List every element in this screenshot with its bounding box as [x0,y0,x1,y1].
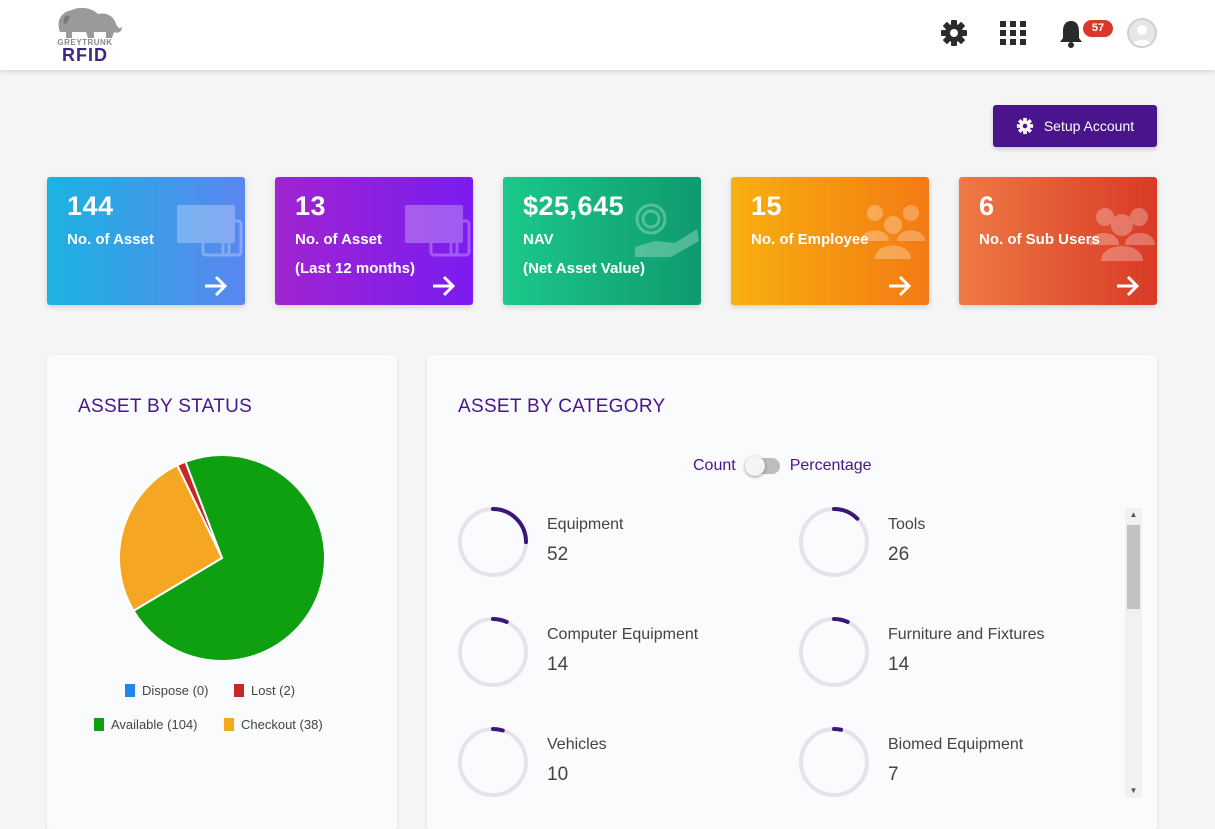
panel-title: ASSET BY STATUS [78,396,253,417]
money-hand-icon [635,203,699,257]
category-count: 14 [888,654,910,675]
category-item-equipment[interactable]: Equipment 52 [457,506,757,586]
avatar[interactable] [1127,18,1157,48]
legend-label: Lost (2) [251,683,296,698]
scroll-down-arrow-icon[interactable]: ▼ [1129,786,1138,795]
category-count: 26 [888,544,910,565]
legend-label: Dispose (0) [142,683,209,698]
card-value: 6 [979,191,995,221]
card-label: NAV [523,231,554,248]
arrow-right-icon[interactable] [1115,275,1141,297]
category-name: Biomed Equipment [888,736,1024,753]
devices-icon [177,205,243,257]
arrow-right-icon[interactable] [203,275,229,297]
status-pie-chart [118,454,326,662]
panel-title: ASSET BY CATEGORY [458,396,666,417]
category-scrollbar[interactable]: ▲ ▼ [1125,508,1142,798]
card-value: 144 [67,191,114,221]
top-bar: GREYTRUNK RFID [0,0,1215,70]
category-name: Vehicles [547,736,607,753]
settings-gear-icon[interactable] [938,17,970,49]
category-count: 14 [547,654,569,675]
sub-users-card[interactable]: 6 No. of Sub Users [959,177,1157,305]
toggle-knob [744,456,765,476]
category-count: 7 [888,764,899,785]
card-value: 15 [751,191,783,221]
pie-slice-available[interactable] [132,454,326,662]
pie-slice-checkout[interactable] [118,463,224,613]
progress-ring [458,727,528,797]
legend-swatch [224,718,234,731]
logo[interactable]: GREYTRUNK RFID [46,4,124,64]
asset-by-status-panel: ASSET BY STATUS Dispose (0) Lost (2) Ava… [47,355,397,829]
category-item-furniture-and-fixtures[interactable]: Furniture and Fixtures 14 [798,616,1098,696]
scroll-up-arrow-icon[interactable]: ▲ [1129,510,1138,519]
legend-swatch [125,684,135,697]
card-value: $25,645 [523,191,625,221]
legend-label: Available (104) [111,717,198,732]
assets-last-12-months-card[interactable]: 13 No. of Asset (Last 12 months) [275,177,473,305]
legend-item-dispose[interactable]: Dispose (0) [125,683,208,698]
card-value: 13 [295,191,327,221]
legend-item-lost[interactable]: Lost (2) [234,683,295,698]
card-label: No. of Employee [751,231,869,248]
toggle-percentage-label: Percentage [789,457,872,474]
gear-icon [1016,117,1033,135]
toggle-switch[interactable] [744,456,780,476]
category-name: Computer Equipment [547,626,699,643]
card-sublabel: (Net Asset Value) [523,260,645,277]
category-count: 52 [547,544,569,565]
progress-ring [799,507,869,577]
logo-brand-main: RFID [62,45,108,65]
legend-swatch [94,718,104,731]
progress-ring [458,617,528,687]
notification-bell-icon[interactable] [1055,17,1087,49]
users-icon [1089,208,1155,261]
arrow-right-icon[interactable] [887,275,913,297]
apps-grid-icon[interactable] [997,17,1029,49]
setup-account-label: Setup Account [1043,118,1135,134]
legend-label: Checkout (38) [241,717,323,732]
card-label: No. of Asset [295,231,382,248]
card-label: No. of Asset [67,231,154,248]
category-item-vehicles[interactable]: Vehicles 10 [457,726,757,806]
scrollbar-thumb[interactable] [1127,525,1140,609]
card-sublabel: (Last 12 months) [295,260,416,277]
arrow-right-icon[interactable] [431,275,457,297]
category-name: Equipment [547,516,624,533]
devices-icon [405,205,471,257]
category-item-biomed-equipment[interactable]: Biomed Equipment 7 [798,726,1098,806]
progress-ring [458,507,528,577]
elephant-logo-icon [58,7,122,38]
card-label: No. of Sub Users [979,231,1100,248]
progress-ring [799,617,869,687]
category-count: 10 [547,764,569,785]
logo-brand-top: GREYTRUNK [57,38,113,47]
net-asset-value-card[interactable]: $25,645 NAV (Net Asset Value) [503,177,701,305]
category-item-tools[interactable]: Tools 26 [798,506,1098,586]
legend-item-checkout[interactable]: Checkout (38) [224,717,323,732]
legend-item-available[interactable]: Available (104) [94,717,197,732]
legend-swatch [234,684,244,697]
notification-badge: 57 [1083,20,1113,37]
asset-by-category-panel: ASSET BY CATEGORY Count Percentage Equip… [427,355,1157,829]
progress-ring [799,727,869,797]
count-percentage-toggle: Count Percentage [693,456,872,476]
toggle-count-label: Count [693,457,736,474]
category-item-computer-equipment[interactable]: Computer Equipment 14 [457,616,757,696]
people-icon [861,205,925,259]
category-name: Furniture and Fixtures [888,626,1045,643]
setup-account-button[interactable]: Setup Account [993,105,1157,147]
total-assets-card[interactable]: 144 No. of Asset [47,177,245,305]
category-name: Tools [888,516,926,533]
employees-card[interactable]: 15 No. of Employee [731,177,929,305]
